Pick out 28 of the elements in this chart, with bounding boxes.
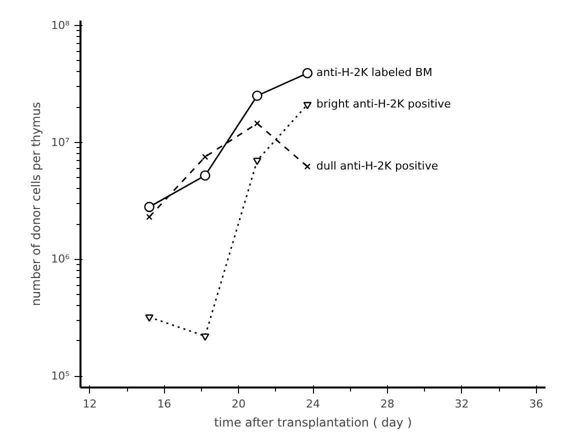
x-tick-label: 28 — [380, 398, 394, 410]
series-label: bright anti-H-2K positive — [316, 98, 452, 111]
x-tick-label: 32 — [454, 398, 469, 410]
x-axis-title: time after transplantation ( day ) — [214, 416, 412, 430]
point — [302, 68, 313, 78]
x-tick-label: 12 — [82, 398, 97, 410]
point — [253, 158, 262, 166]
series-label: dull anti-H-2K positive — [316, 160, 438, 173]
series-label: anti-H-2K labeled BM — [316, 66, 432, 80]
point — [145, 314, 154, 322]
y-tick-label: 10⁸ — [51, 18, 70, 32]
y-tick-label: 10⁷ — [51, 136, 70, 149]
point — [146, 214, 152, 220]
point — [200, 170, 210, 181]
x-tick-label: 16 — [157, 398, 172, 410]
point — [254, 120, 260, 127]
y-tick-label: 10⁶ — [51, 252, 70, 266]
x-tick-label: 24 — [306, 398, 320, 410]
point — [144, 202, 154, 212]
x-tick-label: 20 — [232, 398, 246, 410]
x-tick-label: 36 — [529, 398, 544, 410]
point — [200, 333, 210, 341]
point — [252, 90, 262, 101]
y-tick-label: 10⁵ — [51, 370, 70, 383]
y-axis-title: number of donor cells per thymus — [29, 102, 44, 306]
point — [202, 154, 208, 160]
point — [304, 163, 311, 170]
point — [303, 102, 312, 110]
